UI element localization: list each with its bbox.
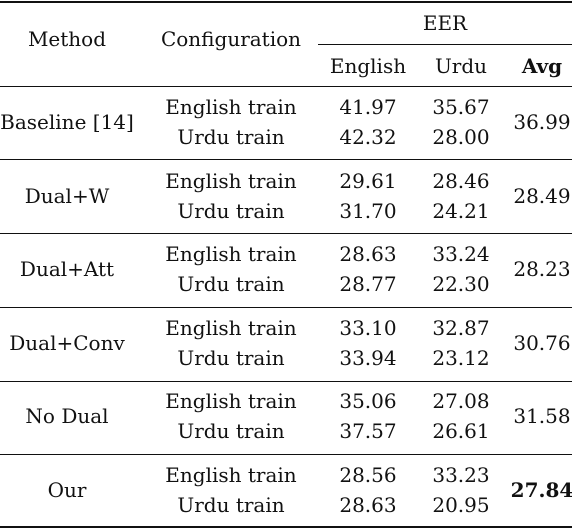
configuration-cell: Urdu train	[177, 199, 285, 223]
eer-urdu-cell: 24.21	[432, 199, 490, 223]
configuration-cell: Urdu train	[177, 346, 285, 370]
method-cell: Dual+Att	[19, 257, 115, 281]
method-cell: Our	[47, 478, 87, 502]
method-cell: Baseline [14]	[0, 110, 134, 134]
configuration-cell: English train	[165, 463, 297, 487]
eer-urdu-cell: 23.12	[432, 346, 490, 370]
eer-urdu-cell: 22.30	[432, 272, 490, 296]
header-configuration: Configuration	[160, 27, 302, 51]
eer-urdu-cell: 27.08	[432, 389, 490, 413]
configuration-cell: Urdu train	[177, 272, 285, 296]
configuration-cell: English train	[165, 389, 297, 413]
configuration-cell: English train	[165, 95, 297, 119]
eer-urdu-cell: 20.95	[432, 493, 490, 517]
eer-english-cell: 28.63	[339, 493, 397, 517]
eer-avg-cell: 36.99	[513, 110, 571, 134]
configuration-cell: English train	[165, 169, 297, 193]
eer-english-cell: 28.77	[339, 272, 397, 296]
method-cell: Dual+W	[24, 184, 110, 208]
configuration-cell: Urdu train	[177, 493, 285, 517]
group-divider	[0, 307, 572, 308]
group-divider	[0, 381, 572, 382]
eer-english-cell: 37.57	[339, 419, 397, 443]
header-english: English	[329, 54, 407, 78]
group-divider	[0, 454, 572, 455]
eer-urdu-cell: 35.67	[432, 95, 490, 119]
eer-underline	[318, 44, 572, 45]
bottom-rule	[0, 526, 572, 528]
top-rule	[0, 1, 572, 3]
eer-avg-cell: 28.23	[513, 257, 571, 281]
eer-urdu-cell: 33.23	[432, 463, 490, 487]
eer-urdu-cell: 28.46	[432, 169, 490, 193]
group-divider	[0, 233, 572, 234]
eer-english-cell: 28.63	[339, 242, 397, 266]
eer-english-cell: 31.70	[339, 199, 397, 223]
eer-urdu-cell: 26.61	[432, 419, 490, 443]
header-avg: Avg	[521, 54, 563, 78]
eer-english-cell: 33.10	[339, 316, 397, 340]
eer-avg-cell: 30.76	[513, 331, 571, 355]
eer-avg-cell: 28.49	[513, 184, 571, 208]
group-divider	[0, 159, 572, 160]
header-rule	[0, 86, 572, 87]
eer-avg-cell: 27.84	[510, 478, 572, 502]
eer-english-cell: 29.61	[339, 169, 397, 193]
method-cell: No Dual	[25, 404, 109, 428]
eer-urdu-cell: 28.00	[432, 125, 490, 149]
eer-urdu-cell: 32.87	[432, 316, 490, 340]
configuration-cell: Urdu train	[177, 125, 285, 149]
configuration-cell: English train	[165, 242, 297, 266]
eer-urdu-cell: 33.24	[432, 242, 490, 266]
eer-english-cell: 33.94	[339, 346, 397, 370]
eer-english-cell: 42.32	[339, 125, 397, 149]
eer-english-cell: 41.97	[339, 95, 397, 119]
configuration-cell: English train	[165, 316, 297, 340]
eer-english-cell: 28.56	[339, 463, 397, 487]
configuration-cell: Urdu train	[177, 419, 285, 443]
header-method: Method	[27, 27, 107, 51]
header-eer: EER	[422, 11, 468, 35]
eer-avg-cell: 31.58	[513, 404, 571, 428]
header-urdu: Urdu	[434, 54, 488, 78]
method-cell: Dual+Conv	[9, 331, 125, 355]
eer-english-cell: 35.06	[339, 389, 397, 413]
